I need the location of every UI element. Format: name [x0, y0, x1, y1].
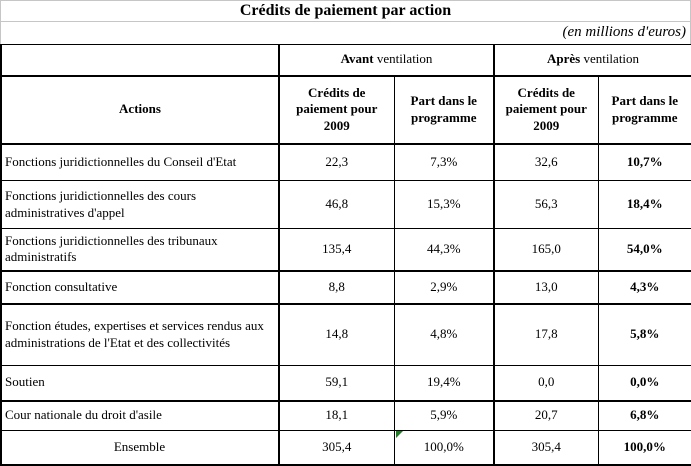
- action-cell: Fonction consultative: [0, 270, 279, 305]
- credits-table: Avant ventilation Après ventilation Acti…: [0, 44, 691, 466]
- avant-part-cell: 15,3%: [393, 180, 494, 229]
- col-header-actions: Actions: [0, 74, 279, 145]
- apres-credits-cell: 56,3: [493, 180, 598, 229]
- apres-credits-cell: 165,0: [493, 228, 598, 272]
- apres-credits-cell: 17,8: [493, 303, 598, 366]
- col-header-avant-credits: Crédits de paiement pour 2009: [278, 74, 394, 145]
- apres-part-cell: 5,8%: [597, 303, 691, 366]
- avant-part-total-value: 100,0%: [423, 438, 464, 454]
- col-header-avant-part: Part dans le programme: [393, 74, 494, 145]
- avant-credits-cell: 46,8: [278, 180, 394, 229]
- avant-credits-cell: 14,8: [278, 303, 394, 366]
- avant-credits-cell: 135,4: [278, 228, 394, 272]
- column-header-row: Actions Crédits de paiement pour 2009 Pa…: [0, 74, 691, 145]
- table-row: Fonctions juridictionnelles des tribunau…: [0, 228, 691, 272]
- avant-part-cell: 7,3%: [393, 143, 494, 181]
- units-note: (en millions d'euros): [0, 22, 691, 44]
- table-row: Cour nationale du droit d'asile 18,1 5,9…: [0, 400, 691, 431]
- action-cell: Fonctions juridictionnelles du Conseil d…: [0, 143, 279, 181]
- table-row: Soutien 59,1 19,4% 0,0 0,0%: [0, 365, 691, 402]
- group-header-avant: Avant ventilation: [278, 44, 495, 76]
- apres-part-cell: 4,3%: [597, 270, 691, 305]
- group-header-apres-bold: Après: [546, 51, 581, 67]
- group-header-avant-regular: ventilation: [373, 51, 433, 67]
- table-row: Fonction consultative 8,8 2,9% 13,0 4,3%: [0, 270, 691, 305]
- spacer-cell: [0, 44, 280, 76]
- col-header-apres-part: Part dans le programme: [597, 74, 691, 145]
- apres-credits-cell: 32,6: [493, 143, 598, 181]
- avant-part-cell: 2,9%: [393, 270, 494, 305]
- apres-credits-cell: 20,7: [493, 400, 598, 431]
- group-header-avant-bold: Avant: [340, 51, 374, 67]
- avant-part-total-cell: 100,0%: [393, 430, 494, 466]
- apres-credits-cell: 13,0: [493, 270, 598, 305]
- table-row: Fonctions juridictionnelles du Conseil d…: [0, 143, 691, 181]
- avant-credits-cell: 59,1: [278, 365, 394, 402]
- action-cell: Soutien: [0, 365, 279, 402]
- apres-part-cell: 18,4%: [597, 180, 691, 229]
- apres-part-total-cell: 100,0%: [597, 430, 691, 466]
- apres-part-cell: 54,0%: [597, 228, 691, 272]
- apres-part-cell: 6,8%: [597, 400, 691, 431]
- action-cell: Fonctions juridictionnelles des tribunau…: [0, 228, 279, 272]
- error-indicator-icon: [395, 431, 403, 438]
- apres-part-cell: 0,0%: [597, 365, 691, 402]
- action-cell: Cour nationale du droit d'asile: [0, 400, 279, 431]
- table-row: Fonction études, expertises et services …: [0, 303, 691, 366]
- action-cell: Fonction études, expertises et services …: [0, 303, 279, 366]
- avant-credits-total-cell: 305,4: [278, 430, 394, 466]
- apres-credits-total-cell: 305,4: [493, 430, 598, 466]
- avant-part-cell: 4,8%: [393, 303, 494, 366]
- group-header-row: Avant ventilation Après ventilation: [0, 44, 691, 76]
- total-label-cell: Ensemble: [0, 430, 279, 466]
- avant-credits-cell: 22,3: [278, 143, 394, 181]
- avant-part-cell: 5,9%: [393, 400, 494, 431]
- apres-part-cell: 10,7%: [597, 143, 691, 181]
- page-title: Crédits de paiement par action: [0, 0, 691, 22]
- total-row: Ensemble 305,4 100,0% 305,4 100,0%: [0, 430, 691, 466]
- group-header-apres-regular: ventilation: [580, 51, 640, 67]
- avant-part-cell: 19,4%: [393, 365, 494, 402]
- action-cell: Fonctions juridictionnelles des cours ad…: [0, 180, 279, 229]
- col-header-apres-credits: Crédits de paiement pour 2009: [493, 74, 598, 145]
- avant-credits-cell: 18,1: [278, 400, 394, 431]
- group-header-apres: Après ventilation: [492, 44, 691, 76]
- apres-credits-cell: 0,0: [493, 365, 598, 402]
- avant-part-cell: 44,3%: [393, 228, 494, 272]
- avant-credits-cell: 8,8: [278, 270, 394, 305]
- table-row: Fonctions juridictionnelles des cours ad…: [0, 180, 691, 229]
